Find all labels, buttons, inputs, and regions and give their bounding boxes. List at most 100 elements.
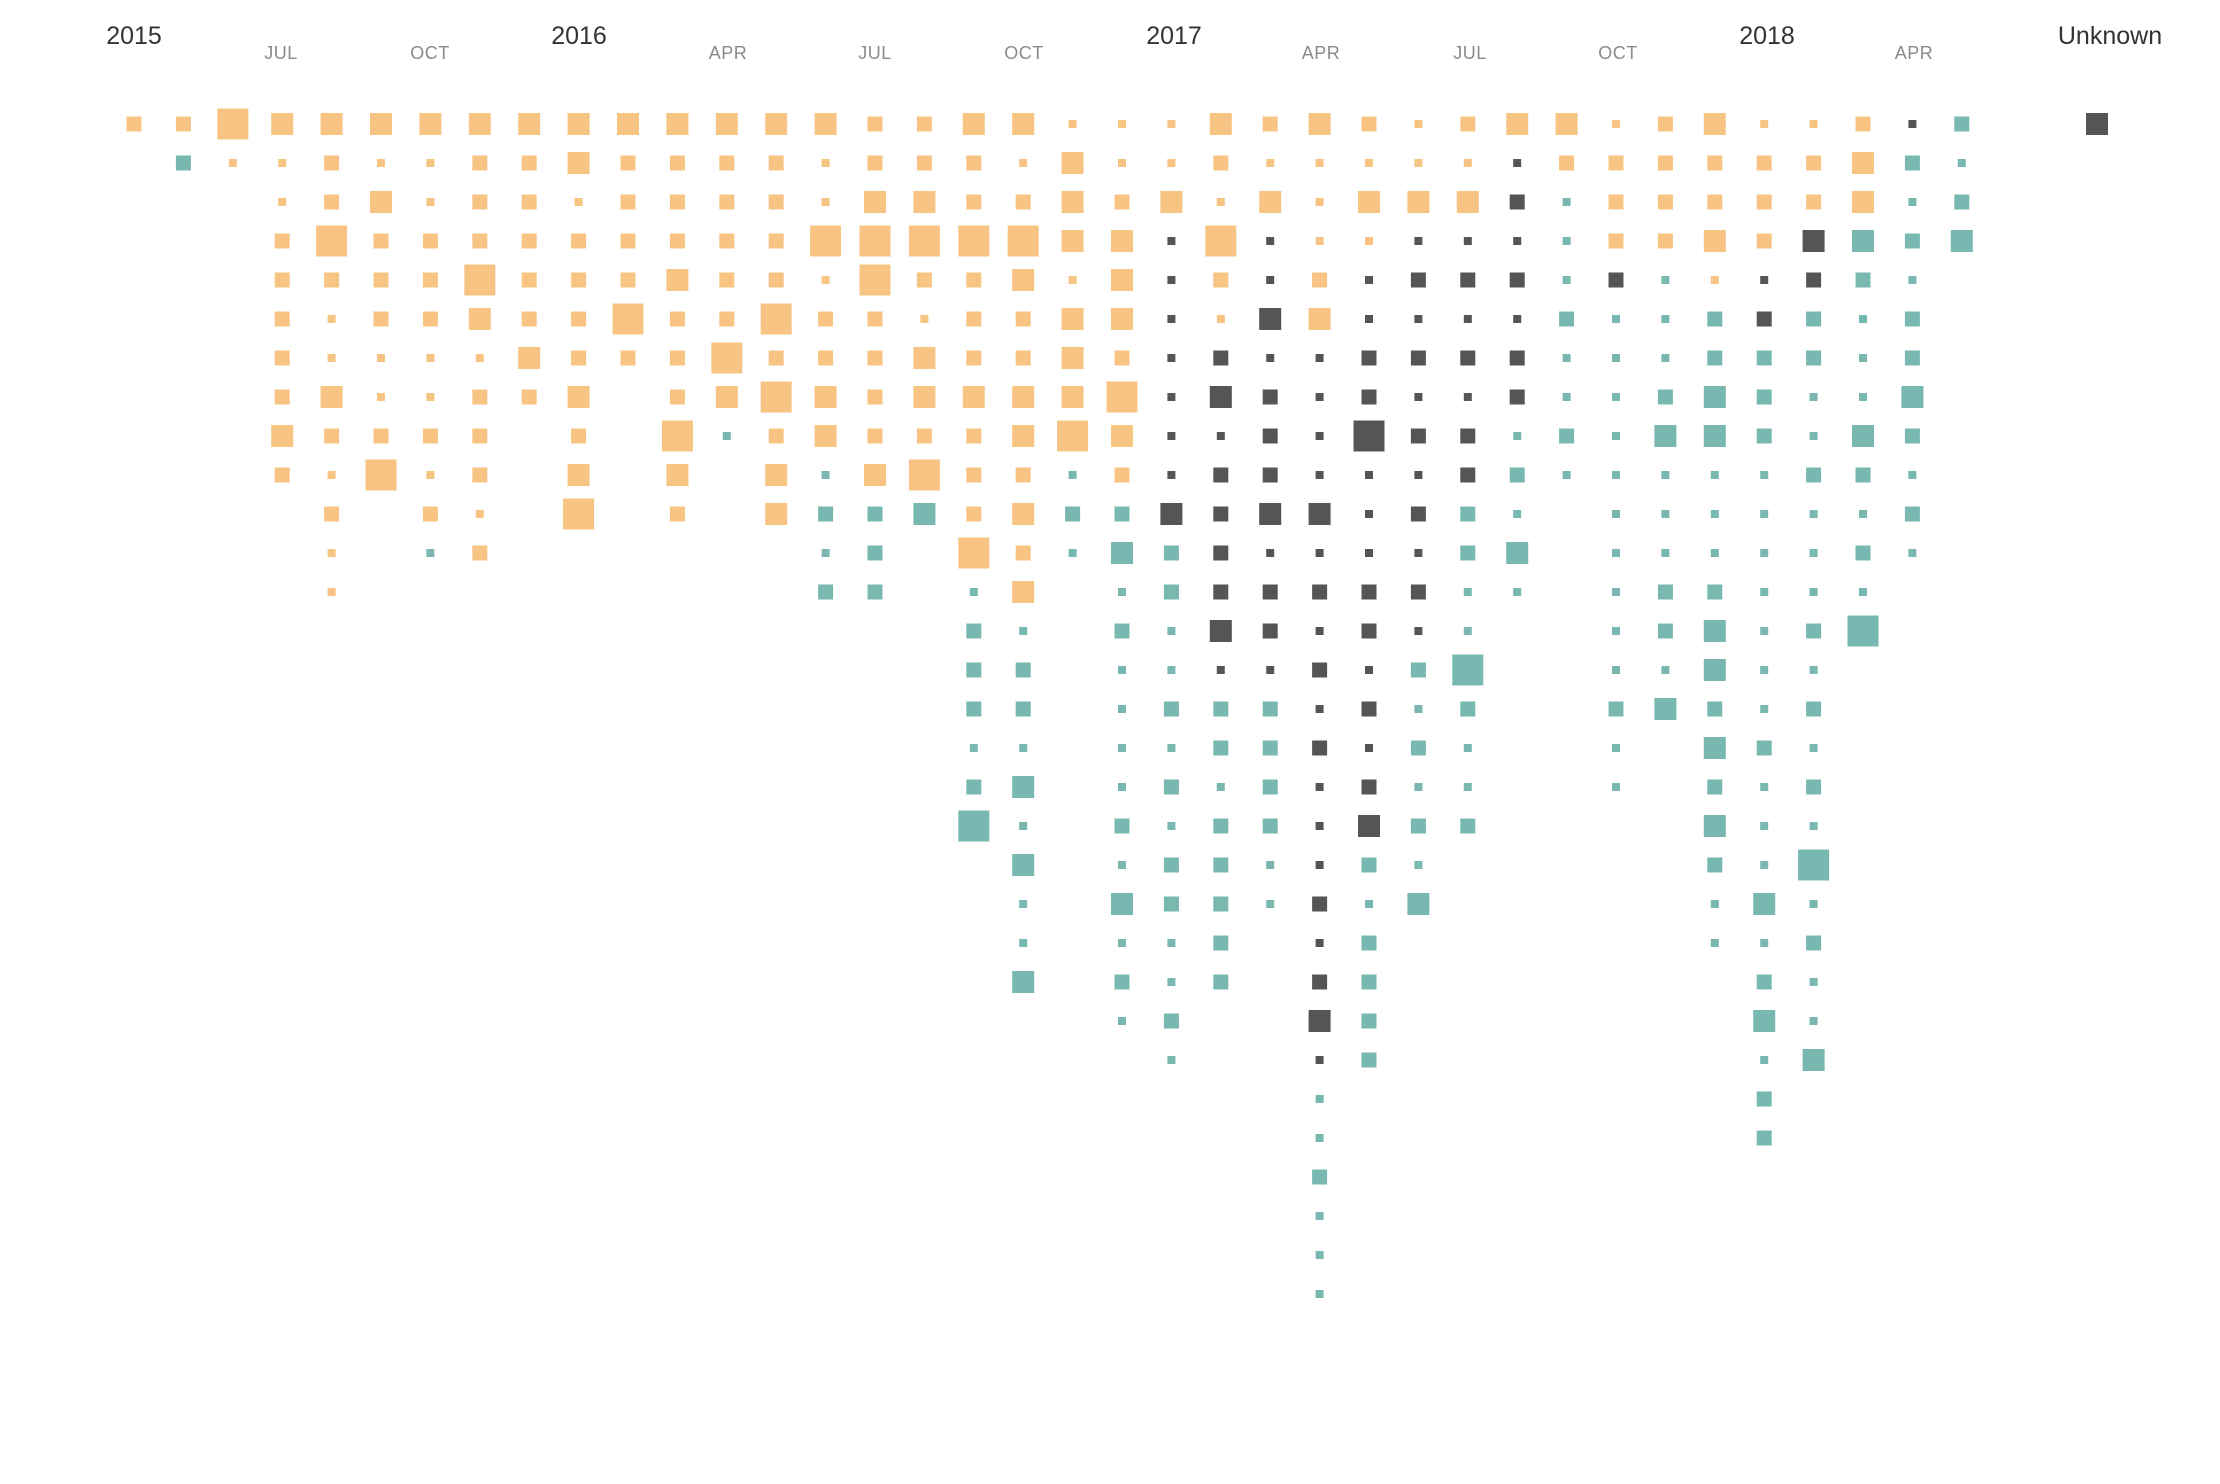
square-mark-col25-row17-dark	[1312, 740, 1328, 756]
square-mark-col20-row7-orange	[1061, 347, 1084, 369]
square-mark-col5-row5-orange	[324, 272, 340, 288]
square-mark-col19-row17-teal	[1019, 744, 1028, 752]
square-mark-col14-row1-orange	[765, 113, 788, 135]
square-mark-col8-row2-orange	[472, 155, 488, 171]
square-mark-col33-row6-teal	[1707, 311, 1723, 327]
square-mark-col4-row3-orange	[278, 198, 287, 206]
square-mark-col29-row1-orange	[1506, 113, 1529, 135]
square-mark-col28-row12-teal	[1460, 545, 1476, 561]
square-mark-col8-row1-orange	[468, 113, 491, 135]
square-mark-col18-row9-orange	[966, 428, 982, 444]
square-mark-col7-row3-orange	[426, 198, 435, 206]
square-mark-col28-row13-teal	[1463, 588, 1472, 596]
square-mark-col18-row4-orange	[958, 225, 990, 257]
square-mark-col16-row10-orange	[864, 464, 886, 486]
tick-label-month-jul-2016: JUL	[858, 43, 892, 63]
square-mark-col21-row23-teal	[1114, 974, 1130, 990]
square-mark-col36-row7-teal	[1859, 354, 1867, 362]
square-mark-col33-row16-teal	[1707, 701, 1723, 717]
square-mark-col10-row1-orange	[567, 113, 590, 135]
square-mark-col28-row11-teal	[1460, 506, 1476, 522]
square-mark-col19-row3-orange	[1015, 194, 1031, 210]
square-mark-col33-row2-orange	[1707, 155, 1723, 171]
square-mark-col14-row6-orange	[760, 303, 792, 335]
square-mark-col35-row1-orange	[1809, 120, 1818, 128]
square-mark-col8-row11-orange	[475, 510, 484, 518]
square-mark-col24-row10-dark	[1262, 467, 1278, 483]
square-mark-col24-row18-teal	[1262, 779, 1278, 795]
square-mark-col17-row10-orange	[908, 459, 940, 491]
square-mark-col33-row8-teal	[1703, 386, 1726, 408]
square-mark-col16-row11-teal	[867, 506, 883, 522]
square-mark-col30-row3-teal	[1562, 198, 1571, 206]
square-mark-col4-row2-orange	[278, 159, 287, 167]
square-mark-col35-row24-teal	[1809, 1017, 1818, 1025]
square-mark-col9-row8-orange	[521, 389, 537, 405]
tick-label-month-apr-2017: APR	[1302, 43, 1341, 63]
square-mark-col35-row23-teal	[1809, 978, 1818, 986]
square-mark-col15-row12-teal	[821, 549, 830, 557]
square-mark-col35-row15-teal	[1809, 666, 1818, 674]
square-mark-col18-row3-orange	[966, 194, 982, 210]
square-mark-col34-row11-teal	[1760, 510, 1769, 518]
square-mark-col31-row1-orange	[1612, 120, 1620, 128]
square-mark-col23-row16-teal	[1213, 701, 1229, 717]
square-mark-col35-row8-teal	[1809, 393, 1818, 401]
square-mark-col25-row18-dark	[1315, 783, 1324, 791]
square-mark-col14-row4-orange	[768, 233, 784, 249]
square-mark-col28-row5-dark	[1460, 272, 1476, 288]
tick-label-month-oct-2015: OCT	[410, 43, 450, 63]
square-mark-col16-row12-teal	[867, 545, 883, 561]
square-mark-col31-row2-orange	[1608, 155, 1624, 171]
square-mark-col9-row6-orange	[521, 311, 537, 327]
square-mark-col25-row24-dark	[1308, 1010, 1331, 1032]
square-mark-col34-row7-teal	[1756, 350, 1772, 366]
square-mark-col20-row3-orange	[1061, 191, 1084, 213]
square-mark-col27-row21-teal	[1407, 893, 1430, 915]
square-mark-col21-row12-teal	[1111, 542, 1133, 564]
square-mark-col22-row4-dark	[1167, 237, 1176, 245]
square-mark-col30-row9-teal	[1559, 428, 1575, 444]
square-mark-col32-row4-orange	[1657, 233, 1673, 249]
square-mark-col22-row3-orange	[1160, 191, 1183, 213]
square-mark-col27-row19-teal	[1410, 818, 1426, 834]
square-mark-col12-row7-orange	[669, 350, 685, 366]
square-mark-col28-row16-teal	[1460, 701, 1476, 717]
square-mark-col14-row11-orange	[765, 503, 788, 525]
square-mark-col17-row4-orange	[908, 225, 940, 257]
square-mark-col24-row16-teal	[1262, 701, 1278, 717]
square-mark-col27-row10-dark	[1414, 471, 1423, 479]
square-mark-col36-row2-orange	[1852, 152, 1874, 174]
square-mark-col8-row9-orange	[472, 428, 488, 444]
square-mark-col25-row26-teal	[1315, 1095, 1324, 1103]
square-mark-col23-row6-orange	[1216, 315, 1225, 323]
square-mark-col5-row7-orange	[327, 354, 336, 362]
square-mark-col25-row14-dark	[1315, 627, 1324, 635]
square-mark-col3-row2-orange	[228, 159, 237, 167]
square-mark-col21-row19-teal	[1114, 818, 1130, 834]
square-mark-col25-row27-teal	[1315, 1134, 1324, 1142]
square-mark-col35-row17-teal	[1809, 744, 1818, 752]
square-mark-col29-row3-dark	[1509, 194, 1525, 210]
square-mark-col32-row6-teal	[1661, 315, 1670, 323]
square-mark-col31-row3-orange	[1608, 194, 1624, 210]
square-mark-col7-row6-orange	[422, 311, 438, 327]
square-mark-col11-row5-orange	[620, 272, 636, 288]
square-mark-col12-row11-orange	[669, 506, 685, 522]
square-mark-col28-row9-dark	[1460, 428, 1476, 444]
square-mark-col13-row1-orange	[715, 113, 738, 135]
square-mark-col28-row3-orange	[1456, 191, 1479, 213]
square-mark-col27-row15-teal	[1410, 662, 1426, 678]
square-mark-col32-row10-teal	[1661, 471, 1670, 479]
square-mark-col37-row4-teal	[1904, 233, 1920, 249]
square-mark-col20-row5-orange	[1068, 276, 1077, 284]
square-mark-col34-row1-orange	[1760, 120, 1769, 128]
square-mark-col26-row19-dark	[1358, 815, 1380, 837]
square-mark-col27-row3-orange	[1407, 191, 1430, 213]
square-mark-col8-row6-orange	[468, 308, 491, 330]
square-mark-col8-row8-orange	[472, 389, 488, 405]
square-mark-col9-row5-orange	[521, 272, 537, 288]
square-mark-col23-row5-orange	[1213, 272, 1229, 288]
square-mark-col5-row9-orange	[324, 428, 340, 444]
square-mark-col32-row16-teal	[1654, 698, 1677, 720]
